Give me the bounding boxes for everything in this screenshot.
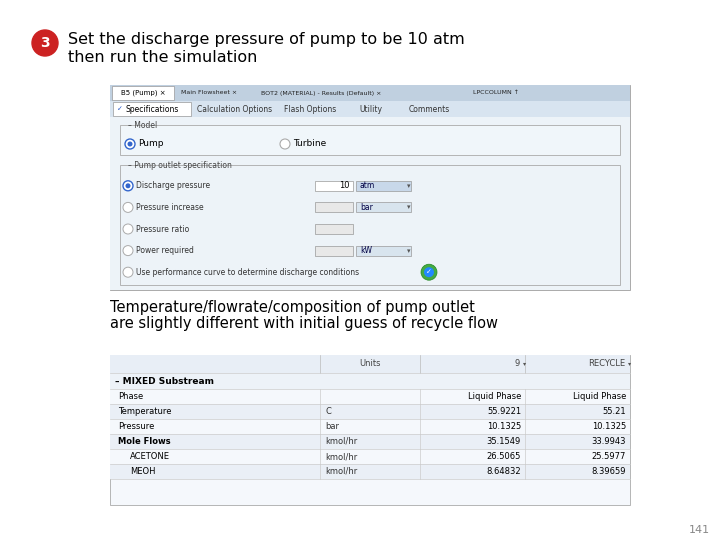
- Text: kW: kW: [360, 246, 372, 255]
- Text: 25.5977: 25.5977: [592, 452, 626, 461]
- Text: 141: 141: [689, 525, 710, 535]
- FancyBboxPatch shape: [113, 102, 191, 116]
- Text: 26.5065: 26.5065: [487, 452, 521, 461]
- Text: Calculation Options: Calculation Options: [197, 105, 272, 113]
- Text: atm: atm: [360, 181, 375, 190]
- Text: 55.21: 55.21: [603, 407, 626, 416]
- Text: 55.9221: 55.9221: [487, 407, 521, 416]
- Text: Set the discharge pressure of pump to be 10 atm: Set the discharge pressure of pump to be…: [68, 32, 464, 47]
- Circle shape: [123, 181, 133, 191]
- Text: Utility: Utility: [359, 105, 382, 113]
- Text: bar: bar: [360, 203, 373, 212]
- FancyBboxPatch shape: [110, 355, 630, 505]
- Circle shape: [280, 139, 290, 149]
- Text: ▾: ▾: [407, 183, 410, 189]
- Text: Turbine: Turbine: [293, 139, 326, 148]
- Text: Phase: Phase: [118, 392, 143, 401]
- Text: BOT2 (MATERIAL) - Results (Default) ×: BOT2 (MATERIAL) - Results (Default) ×: [261, 91, 382, 96]
- Circle shape: [424, 267, 434, 277]
- Circle shape: [32, 30, 58, 56]
- Text: ✓: ✓: [426, 269, 432, 275]
- Circle shape: [123, 224, 133, 234]
- Text: Comments: Comments: [409, 105, 450, 113]
- Text: LPCCOLUMN ↑: LPCCOLUMN ↑: [473, 91, 519, 96]
- Text: Pressure: Pressure: [118, 422, 154, 431]
- Circle shape: [123, 246, 133, 255]
- Text: Use performance curve to determine discharge conditions: Use performance curve to determine disch…: [136, 268, 359, 276]
- Text: 10.1325: 10.1325: [487, 422, 521, 431]
- Text: – Model: – Model: [128, 122, 157, 131]
- Text: ▾: ▾: [628, 361, 631, 367]
- Text: 10: 10: [340, 181, 350, 190]
- Text: – MIXED Substream: – MIXED Substream: [115, 376, 214, 386]
- Circle shape: [125, 139, 135, 149]
- FancyBboxPatch shape: [120, 165, 620, 285]
- FancyBboxPatch shape: [110, 434, 630, 449]
- Text: kmol/hr: kmol/hr: [325, 467, 357, 476]
- Text: Specifications: Specifications: [126, 105, 179, 113]
- Text: kmol/hr: kmol/hr: [325, 452, 357, 461]
- Circle shape: [125, 183, 130, 188]
- Text: ✓: ✓: [117, 106, 123, 112]
- Circle shape: [123, 202, 133, 212]
- Text: 9: 9: [515, 360, 520, 368]
- Text: Temperature: Temperature: [118, 407, 171, 416]
- Text: are slightly different with initial guess of recycle flow: are slightly different with initial gues…: [110, 316, 498, 331]
- Text: ▾: ▾: [407, 205, 410, 211]
- FancyBboxPatch shape: [110, 101, 630, 117]
- FancyBboxPatch shape: [356, 246, 411, 255]
- FancyBboxPatch shape: [112, 86, 174, 100]
- FancyBboxPatch shape: [110, 449, 630, 464]
- FancyBboxPatch shape: [356, 202, 411, 212]
- Text: Units: Units: [359, 360, 381, 368]
- Circle shape: [421, 264, 437, 280]
- Text: ▾: ▾: [407, 248, 410, 254]
- FancyBboxPatch shape: [356, 181, 411, 191]
- FancyBboxPatch shape: [120, 125, 620, 155]
- Text: then run the simulation: then run the simulation: [68, 50, 257, 65]
- Text: 35.1549: 35.1549: [487, 437, 521, 446]
- Text: Discharge pressure: Discharge pressure: [136, 181, 210, 190]
- FancyBboxPatch shape: [110, 117, 630, 290]
- FancyBboxPatch shape: [110, 85, 630, 101]
- Text: 10.1325: 10.1325: [592, 422, 626, 431]
- FancyBboxPatch shape: [110, 389, 630, 404]
- Text: ACETONE: ACETONE: [130, 452, 170, 461]
- Text: kmol/hr: kmol/hr: [325, 437, 357, 446]
- FancyBboxPatch shape: [110, 85, 630, 290]
- Text: 33.9943: 33.9943: [592, 437, 626, 446]
- Circle shape: [123, 267, 133, 277]
- Text: MEOH: MEOH: [130, 467, 156, 476]
- FancyBboxPatch shape: [315, 202, 353, 212]
- Text: Temperature/flowrate/composition of pump outlet: Temperature/flowrate/composition of pump…: [110, 300, 475, 315]
- Text: Flash Options: Flash Options: [284, 105, 336, 113]
- Text: C: C: [325, 407, 331, 416]
- FancyBboxPatch shape: [110, 404, 630, 419]
- Text: Power required: Power required: [136, 246, 194, 255]
- Circle shape: [127, 141, 132, 146]
- Text: RECYCLE: RECYCLE: [588, 360, 625, 368]
- Text: 8.39659: 8.39659: [592, 467, 626, 476]
- FancyBboxPatch shape: [315, 224, 353, 234]
- FancyBboxPatch shape: [110, 419, 630, 434]
- Text: Mole Flows: Mole Flows: [118, 437, 171, 446]
- Text: Liquid Phase: Liquid Phase: [467, 392, 521, 401]
- Text: Main Flowsheet ×: Main Flowsheet ×: [181, 91, 237, 96]
- Text: Liquid Phase: Liquid Phase: [572, 392, 626, 401]
- FancyBboxPatch shape: [315, 246, 353, 255]
- Text: ▾: ▾: [523, 361, 526, 367]
- Text: Pump: Pump: [138, 139, 163, 148]
- Text: 3: 3: [40, 36, 50, 50]
- Text: Pressure increase: Pressure increase: [136, 203, 204, 212]
- Text: 8.64832: 8.64832: [487, 467, 521, 476]
- FancyBboxPatch shape: [110, 464, 630, 479]
- Text: – Pump outlet specification: – Pump outlet specification: [128, 161, 232, 171]
- FancyBboxPatch shape: [110, 355, 630, 373]
- Text: bar: bar: [325, 422, 339, 431]
- FancyBboxPatch shape: [315, 181, 353, 191]
- Text: Pressure ratio: Pressure ratio: [136, 225, 189, 233]
- Text: B5 (Pump) ×: B5 (Pump) ×: [121, 90, 166, 96]
- FancyBboxPatch shape: [110, 373, 630, 389]
